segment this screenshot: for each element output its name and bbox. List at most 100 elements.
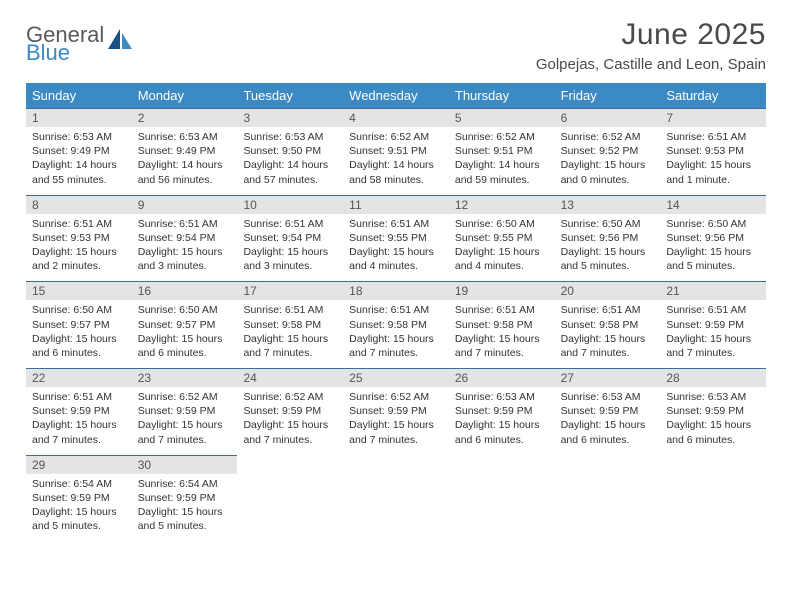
day-body: Sunrise: 6:51 AMSunset: 9:59 PMDaylight:… — [660, 300, 766, 368]
day-number: 23 — [132, 368, 238, 387]
week-row: 15Sunrise: 6:50 AMSunset: 9:57 PMDayligh… — [26, 281, 766, 368]
sunset-text: Sunset: 9:58 PM — [561, 318, 655, 332]
sunset-text: Sunset: 9:57 PM — [138, 318, 232, 332]
day-number: 9 — [132, 195, 238, 214]
day-number: 18 — [343, 281, 449, 300]
day-number: 7 — [660, 108, 766, 127]
day-cell: 21Sunrise: 6:51 AMSunset: 9:59 PMDayligh… — [660, 281, 766, 368]
daylight-text: Daylight: 15 hours and 6 minutes. — [561, 418, 655, 446]
day-number: 8 — [26, 195, 132, 214]
sunset-text: Sunset: 9:51 PM — [349, 144, 443, 158]
week-row: 1Sunrise: 6:53 AMSunset: 9:49 PMDaylight… — [26, 108, 766, 195]
daylight-text: Daylight: 15 hours and 7 minutes. — [243, 418, 337, 446]
day-body: Sunrise: 6:51 AMSunset: 9:53 PMDaylight:… — [26, 214, 132, 282]
weekday-header: Saturday — [660, 83, 766, 108]
day-number: 12 — [449, 195, 555, 214]
day-cell: 7Sunrise: 6:51 AMSunset: 9:53 PMDaylight… — [660, 108, 766, 195]
day-number: 30 — [132, 455, 238, 474]
day-cell: 22Sunrise: 6:51 AMSunset: 9:59 PMDayligh… — [26, 368, 132, 455]
sunrise-text: Sunrise: 6:53 AM — [455, 390, 549, 404]
day-body: Sunrise: 6:52 AMSunset: 9:59 PMDaylight:… — [132, 387, 238, 455]
day-number: 3 — [237, 108, 343, 127]
sunrise-text: Sunrise: 6:53 AM — [32, 130, 126, 144]
daylight-text: Daylight: 15 hours and 7 minutes. — [138, 418, 232, 446]
day-cell: 4Sunrise: 6:52 AMSunset: 9:51 PMDaylight… — [343, 108, 449, 195]
sunset-text: Sunset: 9:55 PM — [349, 231, 443, 245]
day-cell: .... — [449, 455, 555, 542]
day-number: 1 — [26, 108, 132, 127]
weeks-container: 1Sunrise: 6:53 AMSunset: 9:49 PMDaylight… — [26, 108, 766, 541]
daylight-text: Daylight: 15 hours and 1 minute. — [666, 158, 760, 186]
sunset-text: Sunset: 9:59 PM — [349, 404, 443, 418]
sunset-text: Sunset: 9:59 PM — [455, 404, 549, 418]
week-row: 8Sunrise: 6:51 AMSunset: 9:53 PMDaylight… — [26, 195, 766, 282]
sunrise-text: Sunrise: 6:50 AM — [455, 217, 549, 231]
day-body: Sunrise: 6:51 AMSunset: 9:58 PMDaylight:… — [449, 300, 555, 368]
weekday-header: Wednesday — [343, 83, 449, 108]
sunrise-text: Sunrise: 6:53 AM — [138, 130, 232, 144]
daylight-text: Daylight: 15 hours and 6 minutes. — [666, 418, 760, 446]
sunset-text: Sunset: 9:50 PM — [243, 144, 337, 158]
week-row: 29Sunrise: 6:54 AMSunset: 9:59 PMDayligh… — [26, 455, 766, 542]
daylight-text: Daylight: 15 hours and 4 minutes. — [455, 245, 549, 273]
daylight-text: Daylight: 14 hours and 55 minutes. — [32, 158, 126, 186]
day-cell: 10Sunrise: 6:51 AMSunset: 9:54 PMDayligh… — [237, 195, 343, 282]
sunset-text: Sunset: 9:58 PM — [243, 318, 337, 332]
day-cell: 6Sunrise: 6:52 AMSunset: 9:52 PMDaylight… — [555, 108, 661, 195]
day-cell: 20Sunrise: 6:51 AMSunset: 9:58 PMDayligh… — [555, 281, 661, 368]
sunrise-text: Sunrise: 6:51 AM — [666, 303, 760, 317]
sunrise-text: Sunrise: 6:50 AM — [138, 303, 232, 317]
day-body: Sunrise: 6:51 AMSunset: 9:59 PMDaylight:… — [26, 387, 132, 455]
day-number: 26 — [449, 368, 555, 387]
day-cell: .... — [343, 455, 449, 542]
sunset-text: Sunset: 9:59 PM — [666, 404, 760, 418]
calendar-page: General Blue June 2025 Golpejas, Castill… — [0, 0, 792, 541]
weekday-header: Sunday — [26, 83, 132, 108]
day-number: 11 — [343, 195, 449, 214]
day-cell: 3Sunrise: 6:53 AMSunset: 9:50 PMDaylight… — [237, 108, 343, 195]
daylight-text: Daylight: 15 hours and 4 minutes. — [349, 245, 443, 273]
day-body: Sunrise: 6:52 AMSunset: 9:59 PMDaylight:… — [343, 387, 449, 455]
daylight-text: Daylight: 15 hours and 7 minutes. — [243, 332, 337, 360]
sunrise-text: Sunrise: 6:51 AM — [138, 217, 232, 231]
day-cell: 17Sunrise: 6:51 AMSunset: 9:58 PMDayligh… — [237, 281, 343, 368]
sunset-text: Sunset: 9:54 PM — [243, 231, 337, 245]
day-cell: .... — [237, 455, 343, 542]
day-body: Sunrise: 6:50 AMSunset: 9:57 PMDaylight:… — [132, 300, 238, 368]
day-cell: 9Sunrise: 6:51 AMSunset: 9:54 PMDaylight… — [132, 195, 238, 282]
sunrise-text: Sunrise: 6:51 AM — [32, 390, 126, 404]
weekday-header: Tuesday — [237, 83, 343, 108]
title-block: June 2025 Golpejas, Castille and Leon, S… — [536, 18, 766, 73]
daylight-text: Daylight: 15 hours and 7 minutes. — [349, 332, 443, 360]
weekday-header: Monday — [132, 83, 238, 108]
day-body: Sunrise: 6:51 AMSunset: 9:58 PMDaylight:… — [237, 300, 343, 368]
weekday-header: Friday — [555, 83, 661, 108]
sunset-text: Sunset: 9:56 PM — [666, 231, 760, 245]
day-body: Sunrise: 6:51 AMSunset: 9:54 PMDaylight:… — [237, 214, 343, 282]
sunrise-text: Sunrise: 6:52 AM — [455, 130, 549, 144]
day-cell: 14Sunrise: 6:50 AMSunset: 9:56 PMDayligh… — [660, 195, 766, 282]
day-body: Sunrise: 6:53 AMSunset: 9:59 PMDaylight:… — [555, 387, 661, 455]
daylight-text: Daylight: 15 hours and 6 minutes. — [455, 418, 549, 446]
sunrise-text: Sunrise: 6:53 AM — [561, 390, 655, 404]
daylight-text: Daylight: 15 hours and 6 minutes. — [32, 332, 126, 360]
day-cell: 16Sunrise: 6:50 AMSunset: 9:57 PMDayligh… — [132, 281, 238, 368]
sunrise-text: Sunrise: 6:54 AM — [138, 477, 232, 491]
day-number: 27 — [555, 368, 661, 387]
day-body: Sunrise: 6:50 AMSunset: 9:55 PMDaylight:… — [449, 214, 555, 282]
sunrise-text: Sunrise: 6:51 AM — [32, 217, 126, 231]
sunrise-text: Sunrise: 6:50 AM — [32, 303, 126, 317]
daylight-text: Daylight: 14 hours and 59 minutes. — [455, 158, 549, 186]
daylight-text: Daylight: 15 hours and 2 minutes. — [32, 245, 126, 273]
daylight-text: Daylight: 14 hours and 58 minutes. — [349, 158, 443, 186]
sunrise-text: Sunrise: 6:51 AM — [666, 130, 760, 144]
month-title: June 2025 — [536, 18, 766, 52]
sunset-text: Sunset: 9:49 PM — [32, 144, 126, 158]
day-cell: 27Sunrise: 6:53 AMSunset: 9:59 PMDayligh… — [555, 368, 661, 455]
day-number: 17 — [237, 281, 343, 300]
day-body: Sunrise: 6:50 AMSunset: 9:57 PMDaylight:… — [26, 300, 132, 368]
day-number: 2 — [132, 108, 238, 127]
day-cell: .... — [555, 455, 661, 542]
sunrise-text: Sunrise: 6:54 AM — [32, 477, 126, 491]
day-cell: 13Sunrise: 6:50 AMSunset: 9:56 PMDayligh… — [555, 195, 661, 282]
